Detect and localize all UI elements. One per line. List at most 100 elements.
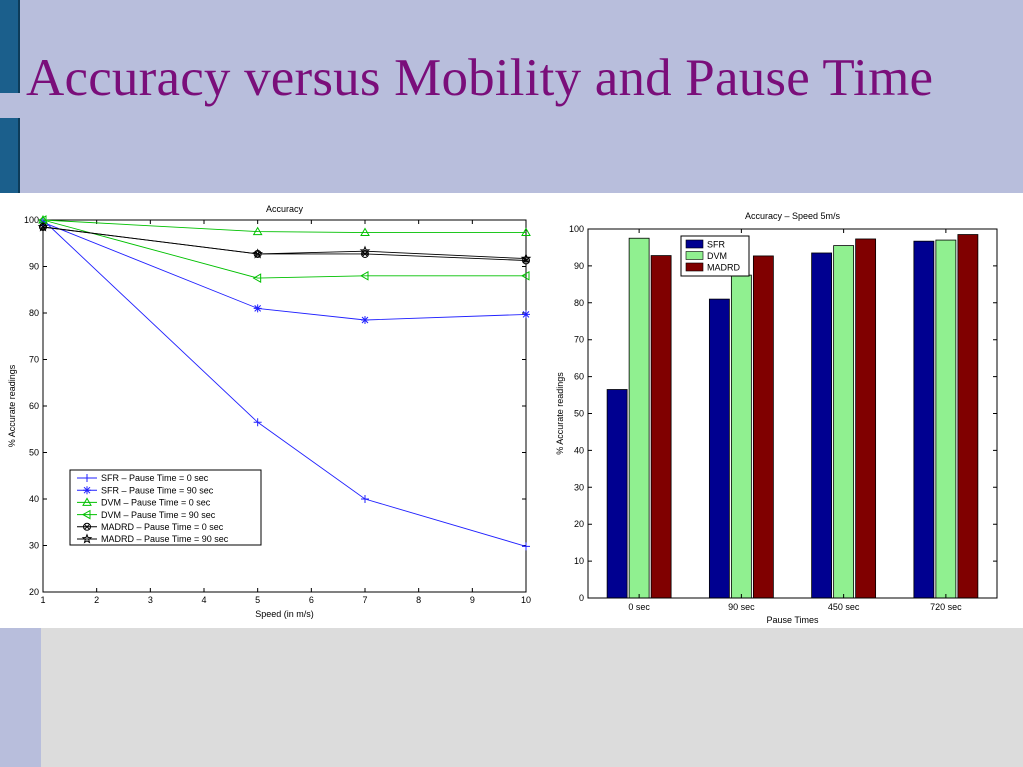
bar-chart-x-tick-label: 90 sec [728, 602, 755, 612]
line-chart-legend [69, 469, 262, 546]
legend-swatch-marker-shape [81, 509, 91, 520]
legend-swatch-marker-cross [84, 523, 90, 530]
accent-bar-bottom [0, 118, 20, 193]
bar-chart-x-axis-label: Pause Times [766, 615, 819, 625]
line-chart-y-tick-label: 90 [29, 262, 39, 272]
legend-entry-label: MADRD [707, 263, 740, 273]
line-series-3-point [359, 270, 369, 281]
legend-entry-label: SFR [707, 240, 726, 250]
line-chart-y-tick-label: 50 [29, 448, 39, 458]
line-chart-x-tick-label: 6 [309, 595, 314, 605]
line-series-1-point [361, 315, 369, 324]
line-chart-y-tick-label: 20 [29, 587, 39, 597]
bar-madrd-1 [752, 255, 774, 599]
line-series-1-point-shape [253, 304, 262, 313]
line-series-3-line [42, 219, 526, 279]
bar-chart-y-tick-label: 20 [574, 519, 584, 529]
line-series-5-point [37, 221, 49, 232]
line-chart-x-tick-label: 1 [40, 595, 45, 605]
bar-chart-x-tick-label: 0 sec [628, 602, 650, 612]
line-series-5-point [359, 245, 371, 256]
legend-entry-label: DVM [707, 251, 727, 261]
legend-swatch-marker-circle [83, 522, 91, 531]
bar-sfr-1 [708, 298, 730, 599]
line-chart-x-tick-label: 9 [470, 595, 475, 605]
legend-entry-label: DVM – Pause Time = 90 sec [101, 510, 216, 520]
line-chart-x-axis-label: Speed (in m/s) [255, 609, 314, 619]
legend-swatch-marker-shape [83, 474, 91, 482]
bar-dvm-3 [935, 239, 957, 599]
line-series-3-point [520, 270, 530, 281]
line-chart-title: Accuracy [266, 204, 304, 214]
line-series-0-line [42, 219, 527, 547]
bar-dvm-2 [833, 245, 855, 599]
line-series-3-point-shape [252, 273, 262, 283]
line-series-5-point-shape [520, 253, 532, 264]
line-chart-y-tick-label: 40 [29, 494, 39, 504]
line-chart-y-tick-label: 80 [29, 308, 39, 318]
line-series-2-point-shape [360, 227, 370, 237]
bar-sfr-3 [913, 240, 935, 599]
legend-entry-label: DVM – Pause Time = 0 sec [101, 498, 211, 508]
line-series-1-point-shape [361, 315, 369, 324]
bar-dvm-0 [628, 237, 650, 599]
line-series-2-point-shape [521, 227, 531, 237]
line-series-5-point-shape [252, 248, 263, 259]
legend-entry-label: MADRD – Pause Time = 90 sec [101, 534, 229, 544]
legend-swatch-marker [81, 533, 93, 544]
line-chart-x-tick-label: 4 [201, 595, 206, 605]
bar-sfr-0 [606, 389, 628, 599]
line-series-3-point [37, 215, 47, 225]
bar-chart-y-tick-label: 40 [574, 445, 584, 455]
legend-swatch-marker [83, 474, 91, 482]
line-series-1-point [522, 310, 530, 319]
line-series-2-line [42, 219, 526, 234]
legend-swatch-marker-shape [83, 486, 91, 495]
line-series-5-line [42, 226, 527, 260]
legend-swatch-sfr [685, 239, 704, 249]
line-series-4-point-circle [522, 256, 530, 265]
line-chart-x-tick-label: 5 [255, 595, 260, 605]
bar-chart-y-axis-label: % Accurate readings [555, 372, 565, 455]
line-series-1-point [253, 304, 262, 313]
line-chart-x-tick-label: 10 [521, 595, 531, 605]
legend-entry-label: SFR – Pause Time = 90 sec [101, 485, 214, 495]
line-series-5-point [252, 248, 263, 259]
bar-chart-y-tick-label: 0 [579, 593, 584, 603]
bar-sfr-2 [811, 252, 833, 599]
line-series-5-point [520, 253, 532, 264]
bar-madrd-2 [855, 238, 877, 599]
bar-chart: Accuracy – Speed 5m/s 0 sec 90 sec 450 sec 7… [550, 196, 1023, 632]
bar-dvm-1 [730, 274, 752, 599]
line-chart-y-tick-label: 100 [24, 215, 39, 225]
legend-entry-label: MADRD – Pause Time = 0 sec [101, 522, 224, 532]
line-series-2-point [252, 226, 263, 236]
line-series-2-point [360, 227, 370, 237]
line-chart-y-axis-label: % Accurate readings [7, 364, 17, 447]
bar-madrd-3 [957, 234, 979, 599]
line-chart-y-tick-label: 70 [29, 355, 39, 365]
legend-swatch-marker [82, 497, 92, 506]
line-chart-y-tick-label: 30 [29, 541, 39, 551]
legend-swatch-marker-shape [82, 497, 92, 506]
line-series-5-point-shape [359, 245, 371, 256]
line-series-3-point-shape [359, 270, 369, 281]
line-series-0-point-shape [361, 495, 369, 503]
bar-chart-y-tick-label: 70 [574, 335, 584, 345]
bar-chart-x-tick-label: 720 sec [930, 602, 962, 612]
line-series-2-point [521, 227, 531, 237]
line-series-4-point-circle [361, 249, 369, 258]
line-chart-x-tick-label: 8 [416, 595, 421, 605]
bar-chart-y-tick-label: 100 [569, 224, 584, 234]
line-chart-y-tick-label: 60 [29, 401, 39, 411]
bar-chart-y-tick-label: 50 [574, 409, 584, 419]
legend-entry-label: SFR – Pause Time = 0 sec [101, 473, 209, 483]
line-series-1-line [42, 221, 527, 321]
line-chart-x-tick-label: 7 [362, 595, 367, 605]
bar-chart-y-tick-label: 30 [574, 482, 584, 492]
legend-swatch-marker [81, 509, 91, 520]
legend-swatch-marker-shape [81, 533, 93, 544]
line-series-0-point-shape [253, 418, 262, 427]
line-series-0-point [522, 542, 530, 551]
bar-chart-x-tick-label: 450 sec [828, 602, 860, 612]
